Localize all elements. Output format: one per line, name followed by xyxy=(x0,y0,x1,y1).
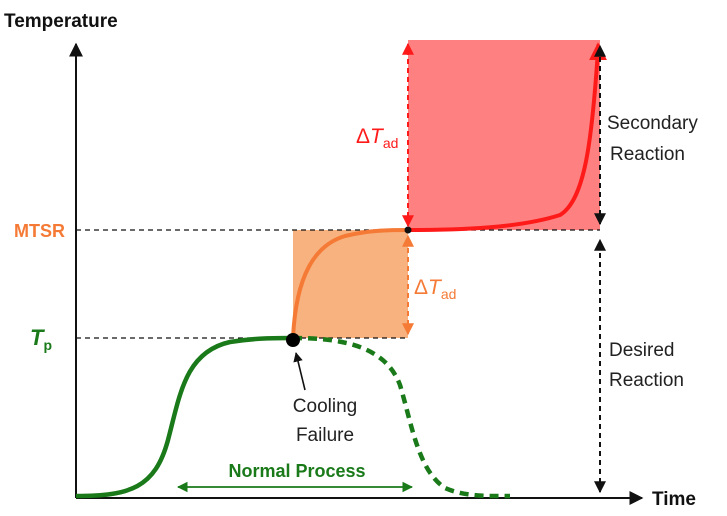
mtsr-label: MTSR xyxy=(14,221,65,241)
delta-t-letter: T xyxy=(370,125,385,148)
delta-symbol: Δ xyxy=(356,125,370,148)
desired-reaction-label-line2: Reaction xyxy=(609,370,684,391)
cooling-failure-label-line1: Cooling xyxy=(293,396,357,417)
x-axis-title: Time xyxy=(652,489,696,510)
cooling-failure-point xyxy=(286,333,300,347)
y-axis-title: Temperature xyxy=(4,11,118,32)
normal-process-label: Normal Process xyxy=(228,461,365,481)
delta-t-letter-2: T xyxy=(428,276,443,299)
delta-t-secondary-label: ΔTad xyxy=(356,125,398,151)
tp-label: Tp xyxy=(30,325,52,353)
adiabatic-rise-curve xyxy=(291,228,409,339)
secondary-reaction-curve xyxy=(407,49,600,232)
cooling-failure-label-line2: Failure xyxy=(296,425,354,446)
delta-subscript-2: ad xyxy=(441,286,457,302)
delta-subscript: ad xyxy=(383,135,399,151)
secondary-reaction-label-line2: Reaction xyxy=(610,144,685,165)
delta-symbol-2: Δ xyxy=(414,276,428,299)
adiabatic-rise-region xyxy=(293,230,408,338)
secondary-reaction-label-line1: Secondary xyxy=(607,113,698,134)
cooling-failure-pointer xyxy=(293,352,306,391)
tp-label-main: T xyxy=(30,325,45,350)
normal-process-curve xyxy=(75,335,294,499)
delta-t-primary-label: ΔTad xyxy=(414,276,456,302)
mtsr-point xyxy=(404,226,412,234)
tp-label-sub: p xyxy=(43,337,52,353)
secondary-reaction-region xyxy=(408,40,600,230)
cooled-continuation-curve xyxy=(292,335,511,499)
desired-reaction-label-line1: Desired xyxy=(609,340,674,361)
